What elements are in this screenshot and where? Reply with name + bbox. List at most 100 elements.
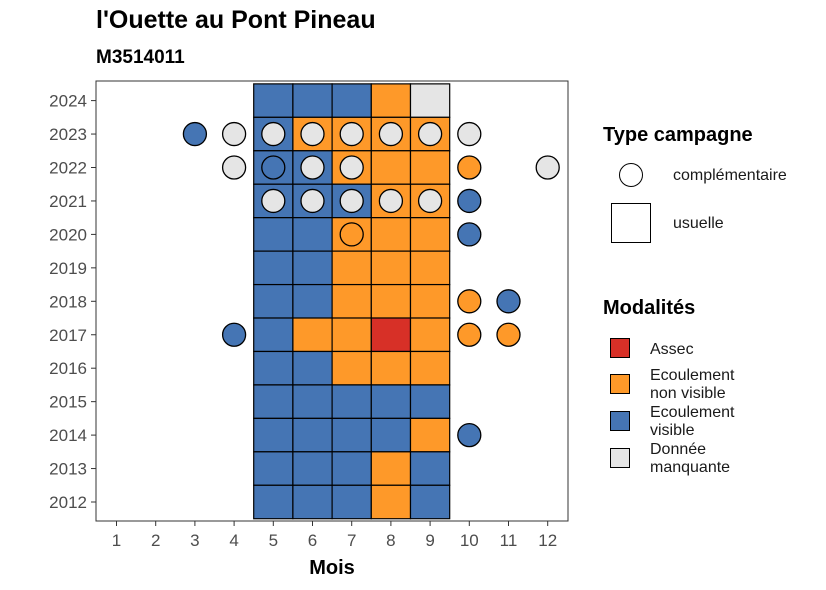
legend-key-ecoulement-non-visible (610, 374, 630, 394)
y-axis: 2012 2013 2014 2015 2016 2017 2018 2019 2020 2021… (49, 92, 96, 512)
legend-key-assec (610, 338, 630, 358)
complementaire-point-2018-10 (457, 289, 482, 314)
usuelle-cell-2012-8 (370, 484, 412, 520)
usuelle-cell-2016-5 (253, 350, 294, 386)
complementaire-point-2021-7 (339, 188, 364, 214)
usuelle-cell-2014-5 (253, 417, 294, 453)
x-tick-label-11: 11 (500, 531, 518, 550)
usuelle-cell-2017-8 (370, 317, 412, 353)
complementaire-point-2014-10 (457, 422, 482, 448)
usuelle-cell-2013-6 (292, 451, 333, 486)
y-tick-label-2020: 2020 (49, 225, 87, 244)
complementaire-point-2022-10 (457, 155, 482, 180)
usuelle-cell-2014-8 (370, 417, 412, 453)
x-axis-title: Mois (309, 557, 355, 579)
complementaire-point-2022-12 (535, 155, 560, 180)
usuelle-cell-2022-9 (409, 150, 451, 185)
usuelle-cell-2016-8 (370, 350, 412, 386)
legend-label-usuelle: usuelle (673, 215, 724, 232)
usuelle-cell-2018-8 (370, 283, 412, 319)
complementaire-point-2023-3 (182, 121, 208, 147)
usuelle-cell-2012-6 (292, 484, 333, 520)
y-tick-label-2015: 2015 (49, 393, 87, 412)
y-tick-label-2023: 2023 (49, 125, 87, 144)
x-tick-label-7: 7 (347, 531, 356, 550)
usuelle-cell-2019-6 (292, 250, 333, 286)
y-tick-label-2016: 2016 (49, 359, 87, 378)
complementaire-point-2018-11 (496, 289, 521, 314)
legend-key-donnee-manquante (610, 448, 630, 468)
usuelle-cell-2013-5 (253, 451, 294, 486)
x-axis: 1 2 3 4 5 6 7 8 9 10 11 12 (112, 521, 557, 550)
y-tick-label-2013: 2013 (49, 460, 87, 479)
usuelle-cell-2020-9 (409, 217, 451, 252)
x-tick-label-9: 9 (425, 531, 434, 550)
legend-key-ecoulement-visible (610, 411, 630, 431)
usuelle-cell-2024-6 (292, 83, 333, 118)
legend-label-assec: Assec (650, 341, 694, 358)
usuelle-cell-2013-7 (331, 451, 372, 486)
usuelle-cell-2014-9 (409, 417, 451, 453)
legend-label-donnee-manquante: Donnée manquante (650, 441, 731, 476)
x-tick-label-5: 5 (269, 531, 278, 550)
complementaire-point-2022-5 (261, 155, 286, 180)
usuelle-cells-layer (253, 83, 451, 520)
complementaire-point-2023-6 (300, 121, 325, 147)
usuelle-cell-2019-5 (253, 250, 294, 286)
usuelle-cell-2018-9 (409, 283, 451, 319)
x-tick-label-4: 4 (229, 531, 238, 550)
complementaire-point-2022-7 (339, 155, 364, 180)
complementaire-point-2020-10 (457, 222, 482, 247)
complementaire-point-2020-7 (339, 222, 364, 247)
usuelle-cell-2019-8 (370, 250, 412, 286)
usuelle-cell-2019-9 (409, 250, 451, 286)
x-tick-label-6: 6 (308, 531, 317, 550)
y-tick-label-2017: 2017 (49, 326, 87, 345)
usuelle-cell-2015-6 (292, 384, 333, 419)
x-tick-label-12: 12 (538, 531, 557, 550)
usuelle-cell-2017-5 (253, 317, 294, 353)
complementaire-point-2022-6 (300, 155, 325, 180)
usuelle-cell-2018-6 (292, 283, 333, 319)
usuelle-cell-2015-8 (370, 384, 412, 419)
usuelle-cell-2020-8 (370, 217, 412, 252)
complementaire-point-2023-9 (417, 121, 443, 147)
y-tick-label-2022: 2022 (49, 159, 87, 178)
usuelle-cell-2016-7 (331, 350, 372, 386)
usuelle-cell-2024-7 (331, 83, 372, 118)
legend-modalites-title: Modalités (603, 297, 696, 319)
complementaire-point-2021-8 (378, 188, 404, 214)
complementaire-point-2023-4 (221, 121, 247, 147)
usuelle-cell-2012-5 (253, 484, 294, 520)
complementaire-point-2021-10 (457, 188, 482, 214)
usuelle-cell-2012-7 (331, 484, 372, 520)
y-tick-label-2019: 2019 (49, 259, 87, 278)
usuelle-cell-2015-7 (331, 384, 372, 419)
usuelle-cell-2013-8 (370, 451, 412, 486)
complementaire-points-layer (182, 121, 560, 448)
chart-title: l'Ouette au Pont Pineau (96, 6, 376, 34)
y-tick-label-2012: 2012 (49, 493, 87, 512)
y-tick-label-2014: 2014 (49, 426, 87, 445)
legend-label-complementaire: complémentaire (673, 167, 787, 184)
usuelle-cell-2018-5 (253, 283, 294, 319)
legend-type-title: Type campagne (603, 124, 753, 146)
complementaire-point-2021-5 (261, 188, 286, 214)
usuelle-cell-2016-6 (292, 350, 333, 386)
legend-label-ecoulement-visible: Ecoulement visible (650, 404, 735, 439)
complementaire-point-2023-7 (339, 121, 364, 147)
usuelle-cell-2013-9 (409, 451, 451, 486)
usuelle-cell-2024-9 (409, 83, 451, 118)
complementaire-point-2023-10 (457, 121, 482, 147)
x-tick-label-1: 1 (112, 531, 121, 550)
usuelle-cell-2022-8 (370, 150, 412, 185)
complementaire-point-2017-4 (221, 322, 247, 347)
x-tick-label-10: 10 (460, 531, 479, 550)
complementaire-point-2021-9 (417, 188, 443, 214)
complementaire-point-2023-5 (261, 121, 286, 147)
chart-subtitle: M3514011 (96, 47, 185, 68)
y-tick-label-2024: 2024 (49, 92, 87, 111)
usuelle-cell-2020-5 (253, 217, 294, 252)
usuelle-cell-2017-9 (409, 317, 451, 353)
